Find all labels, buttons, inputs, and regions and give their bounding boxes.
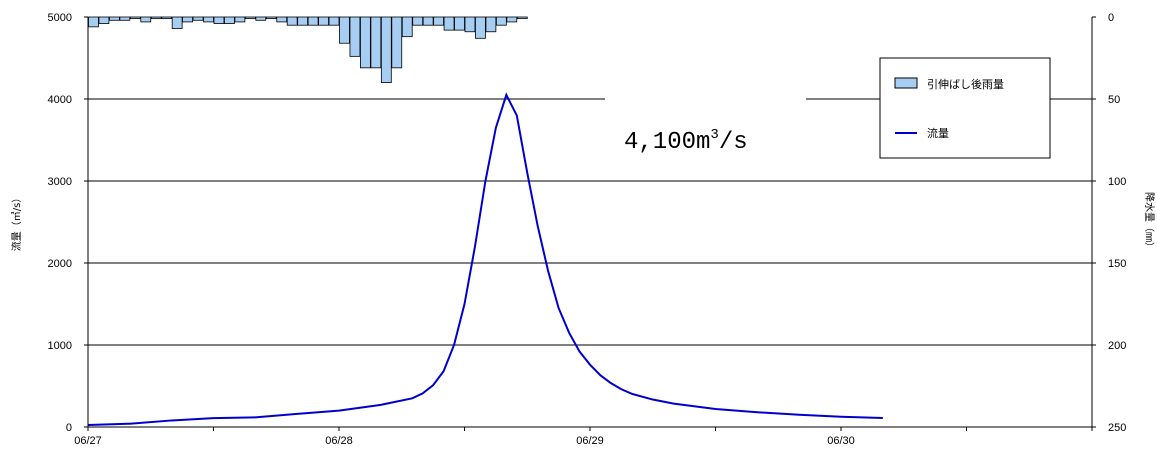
right-tick-label: 50 xyxy=(1108,94,1120,106)
rain-bar xyxy=(88,16,99,28)
rain-bars xyxy=(88,16,528,83)
left-axis-ticks: 0 1000 2000 3000 4000 5000 xyxy=(48,12,88,434)
x-tick-label: 06/27 xyxy=(74,435,102,447)
rain-bar xyxy=(506,16,518,23)
rain-bar xyxy=(380,16,392,83)
x-tick-label: 06/29 xyxy=(576,435,604,447)
rain-bar xyxy=(255,16,267,21)
left-axis-title: 流量（㎥/s） xyxy=(10,193,23,252)
x-tick-label: 06/28 xyxy=(325,435,353,447)
rain-bar xyxy=(150,16,162,20)
left-tick-label: 3000 xyxy=(48,176,72,188)
rain-bar xyxy=(98,16,110,24)
rain-bar xyxy=(109,16,120,21)
peak-annotation: 4,100m3/s xyxy=(624,127,748,156)
x-axis-ticks: 06/27 06/28 06/29 06/30 xyxy=(74,427,1093,447)
rain-bar xyxy=(318,16,329,26)
legend-rain-label: 引伸ばし後雨量 xyxy=(927,77,1004,91)
legend-flow-label: 流量 xyxy=(927,126,949,140)
peak-unit-tail: /s xyxy=(719,129,748,156)
left-tick-label: 5000 xyxy=(48,12,72,24)
rain-bar xyxy=(516,16,528,20)
peak-value: 4,100 xyxy=(624,129,696,156)
rain-bar xyxy=(422,16,434,26)
rain-bar xyxy=(360,16,371,69)
rain-bar xyxy=(161,16,173,20)
right-axis-ticks: 0 50 100 150 200 250 xyxy=(1092,12,1126,434)
rain-bar xyxy=(192,16,204,21)
rain-bar xyxy=(213,16,225,24)
rain-bar xyxy=(171,16,183,29)
rain-bar xyxy=(464,16,476,33)
rain-bar xyxy=(234,16,246,23)
x-tick-label: 06/30 xyxy=(827,435,855,447)
rain-bar xyxy=(412,16,424,26)
rain-bar xyxy=(286,16,298,26)
rain-bar xyxy=(495,16,507,26)
rain-bar xyxy=(339,16,350,44)
gridlines xyxy=(88,98,1092,346)
legend-rain-swatch xyxy=(894,77,918,89)
rain-bar xyxy=(401,16,413,38)
rain-bar xyxy=(297,16,309,26)
peak-unit-exponent: 3 xyxy=(710,127,718,143)
rain-bar xyxy=(307,16,319,26)
right-axis-title: 降水量（㎜） xyxy=(1143,192,1156,252)
rain-bar xyxy=(454,16,465,31)
left-tick-label: 0 xyxy=(66,422,72,434)
rain-bar xyxy=(391,16,403,69)
rain-bar xyxy=(443,16,455,31)
peak-unit: m xyxy=(696,129,710,156)
left-tick-label: 4000 xyxy=(48,94,72,106)
right-tick-label: 0 xyxy=(1108,12,1114,24)
rain-bar xyxy=(224,16,235,24)
rain-bar xyxy=(244,16,256,20)
legend-box xyxy=(879,57,1051,159)
right-tick-label: 150 xyxy=(1108,258,1126,270)
rain-bar xyxy=(485,16,497,33)
rain-bar xyxy=(182,16,193,23)
right-tick-label: 100 xyxy=(1108,176,1126,188)
rain-bar xyxy=(119,16,131,21)
rain-bar xyxy=(276,16,288,23)
flow-series-line xyxy=(87,92,883,426)
rain-bar xyxy=(370,16,382,69)
legend: 引伸ばし後雨量 流量 xyxy=(879,57,1051,159)
rain-bar xyxy=(203,16,214,23)
rain-bar xyxy=(328,16,340,26)
left-tick-label: 1000 xyxy=(48,340,72,352)
right-tick-label: 250 xyxy=(1108,422,1126,434)
rain-bar xyxy=(129,16,141,20)
rain-bar xyxy=(433,16,444,26)
rain-bar xyxy=(475,16,486,39)
right-tick-label: 200 xyxy=(1108,340,1126,352)
rain-bar xyxy=(349,16,361,57)
left-tick-label: 2000 xyxy=(48,258,72,270)
rain-bar xyxy=(265,16,277,20)
rain-bar xyxy=(140,16,152,23)
